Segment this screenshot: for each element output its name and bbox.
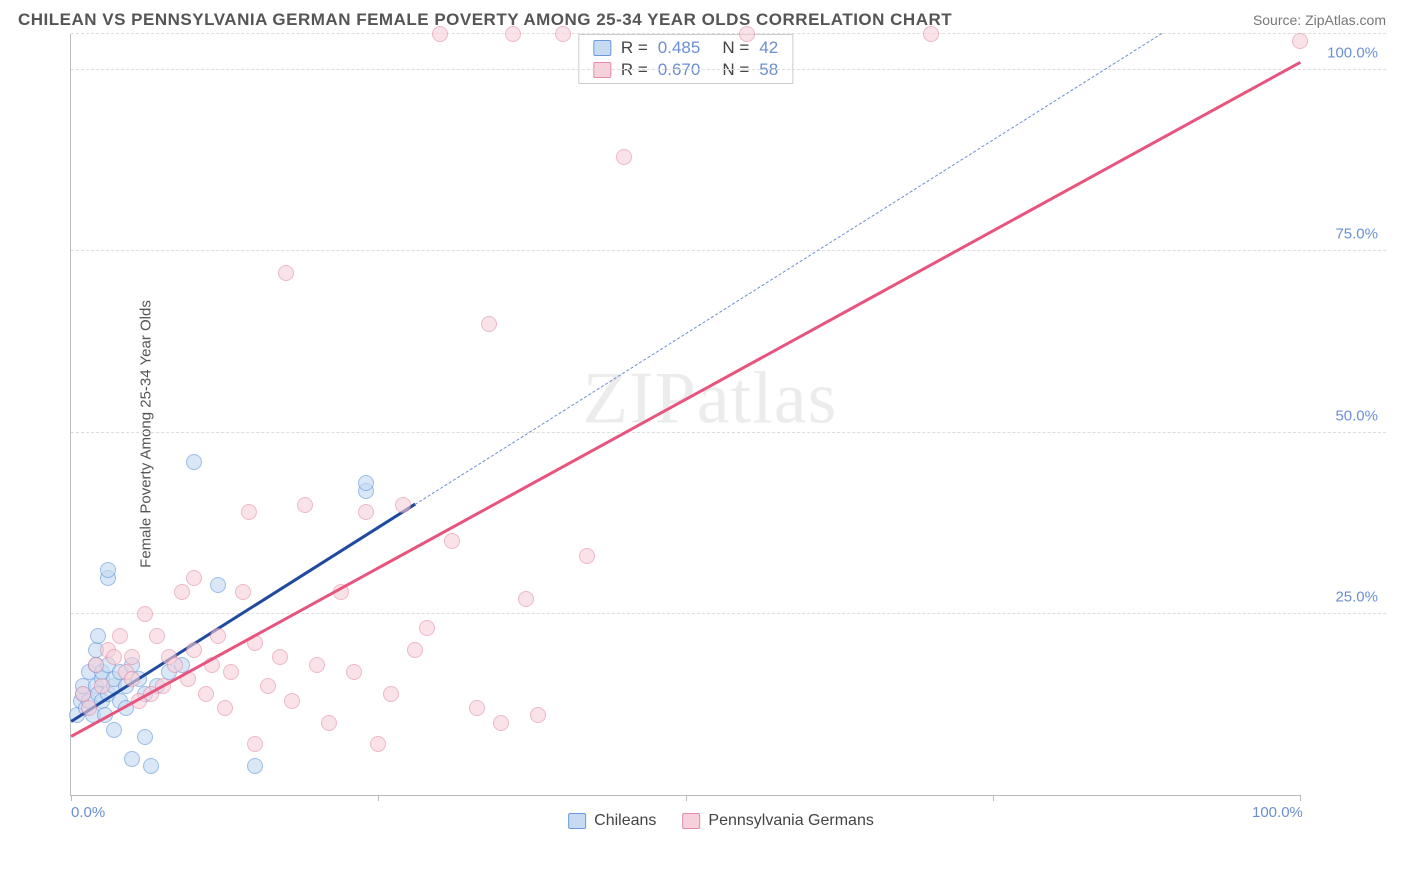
data-point bbox=[247, 736, 263, 752]
scatter-plot: ZIPatlas R = 0.485N = 42R = 0.670N = 58 … bbox=[70, 34, 1300, 796]
data-point bbox=[370, 736, 386, 752]
data-point bbox=[210, 577, 226, 593]
data-point bbox=[223, 664, 239, 680]
data-point bbox=[493, 715, 509, 731]
legend-r-label: R = bbox=[621, 38, 648, 58]
data-point bbox=[186, 642, 202, 658]
gridline bbox=[71, 613, 1386, 614]
data-point bbox=[186, 570, 202, 586]
data-point bbox=[321, 715, 337, 731]
legend-label: Chileans bbox=[594, 812, 656, 830]
gridline bbox=[71, 432, 1386, 433]
x-tick bbox=[378, 795, 379, 801]
correlation-legend: R = 0.485N = 42R = 0.670N = 58 bbox=[578, 34, 793, 84]
data-point bbox=[358, 504, 374, 520]
data-point bbox=[346, 664, 362, 680]
x-tick bbox=[1300, 795, 1301, 801]
x-tick-label: 0.0% bbox=[71, 804, 105, 821]
series-legend: Chileans Pennsylvania Germans bbox=[568, 812, 874, 830]
data-point bbox=[137, 606, 153, 622]
data-point bbox=[241, 504, 257, 520]
data-point bbox=[297, 497, 313, 513]
y-tick-label: 75.0% bbox=[1335, 226, 1378, 243]
gridline bbox=[71, 69, 1386, 70]
y-tick-label: 100.0% bbox=[1327, 45, 1378, 62]
data-point bbox=[124, 751, 140, 767]
data-point bbox=[481, 316, 497, 332]
data-point bbox=[272, 649, 288, 665]
y-tick-label: 50.0% bbox=[1335, 407, 1378, 424]
data-point bbox=[579, 548, 595, 564]
data-point bbox=[923, 26, 939, 42]
data-point bbox=[247, 758, 263, 774]
data-point bbox=[90, 628, 106, 644]
data-point bbox=[518, 591, 534, 607]
data-point bbox=[530, 707, 546, 723]
data-point bbox=[616, 149, 632, 165]
data-point bbox=[358, 475, 374, 491]
data-point bbox=[106, 649, 122, 665]
x-tick bbox=[993, 795, 994, 801]
data-point bbox=[100, 562, 116, 578]
data-point bbox=[1292, 33, 1308, 49]
data-point bbox=[217, 700, 233, 716]
data-point bbox=[186, 454, 202, 470]
data-point bbox=[124, 671, 140, 687]
watermark: ZIPatlas bbox=[583, 357, 838, 442]
data-point bbox=[210, 628, 226, 644]
y-tick-label: 25.0% bbox=[1335, 588, 1378, 605]
legend-row: R = 0.485N = 42 bbox=[579, 37, 792, 59]
data-point bbox=[432, 26, 448, 42]
legend-r-value: 0.485 bbox=[658, 38, 701, 58]
x-tick-label: 100.0% bbox=[1252, 804, 1303, 821]
data-point bbox=[419, 620, 435, 636]
legend-n-value: 42 bbox=[759, 38, 778, 58]
legend-item: Chileans bbox=[568, 812, 656, 830]
data-point bbox=[124, 649, 140, 665]
data-point bbox=[383, 686, 399, 702]
data-point bbox=[106, 722, 122, 738]
source-label: Source: ZipAtlas.com bbox=[1253, 12, 1386, 28]
chart-title: CHILEAN VS PENNSYLVANIA GERMAN FEMALE PO… bbox=[18, 10, 952, 30]
trend-line bbox=[415, 33, 1162, 505]
data-point bbox=[167, 657, 183, 673]
legend-item: Pennsylvania Germans bbox=[682, 812, 873, 830]
data-point bbox=[469, 700, 485, 716]
trend-line bbox=[70, 61, 1300, 737]
legend-swatch bbox=[682, 813, 700, 829]
x-tick bbox=[686, 795, 687, 801]
legend-swatch bbox=[593, 40, 611, 56]
gridline bbox=[71, 33, 1386, 34]
data-point bbox=[137, 729, 153, 745]
data-point bbox=[260, 678, 276, 694]
data-point bbox=[174, 584, 190, 600]
data-point bbox=[81, 700, 97, 716]
data-point bbox=[112, 628, 128, 644]
data-point bbox=[94, 678, 110, 694]
legend-swatch bbox=[568, 813, 586, 829]
data-point bbox=[284, 693, 300, 709]
data-point bbox=[739, 26, 755, 42]
data-point bbox=[235, 584, 251, 600]
data-point bbox=[143, 758, 159, 774]
data-point bbox=[309, 657, 325, 673]
x-tick bbox=[71, 795, 72, 801]
data-point bbox=[555, 26, 571, 42]
data-point bbox=[88, 657, 104, 673]
data-point bbox=[395, 497, 411, 513]
data-point bbox=[444, 533, 460, 549]
legend-label: Pennsylvania Germans bbox=[708, 812, 873, 830]
gridline bbox=[71, 250, 1386, 251]
data-point bbox=[149, 628, 165, 644]
data-point bbox=[198, 686, 214, 702]
data-point bbox=[278, 265, 294, 281]
data-point bbox=[505, 26, 521, 42]
data-point bbox=[407, 642, 423, 658]
